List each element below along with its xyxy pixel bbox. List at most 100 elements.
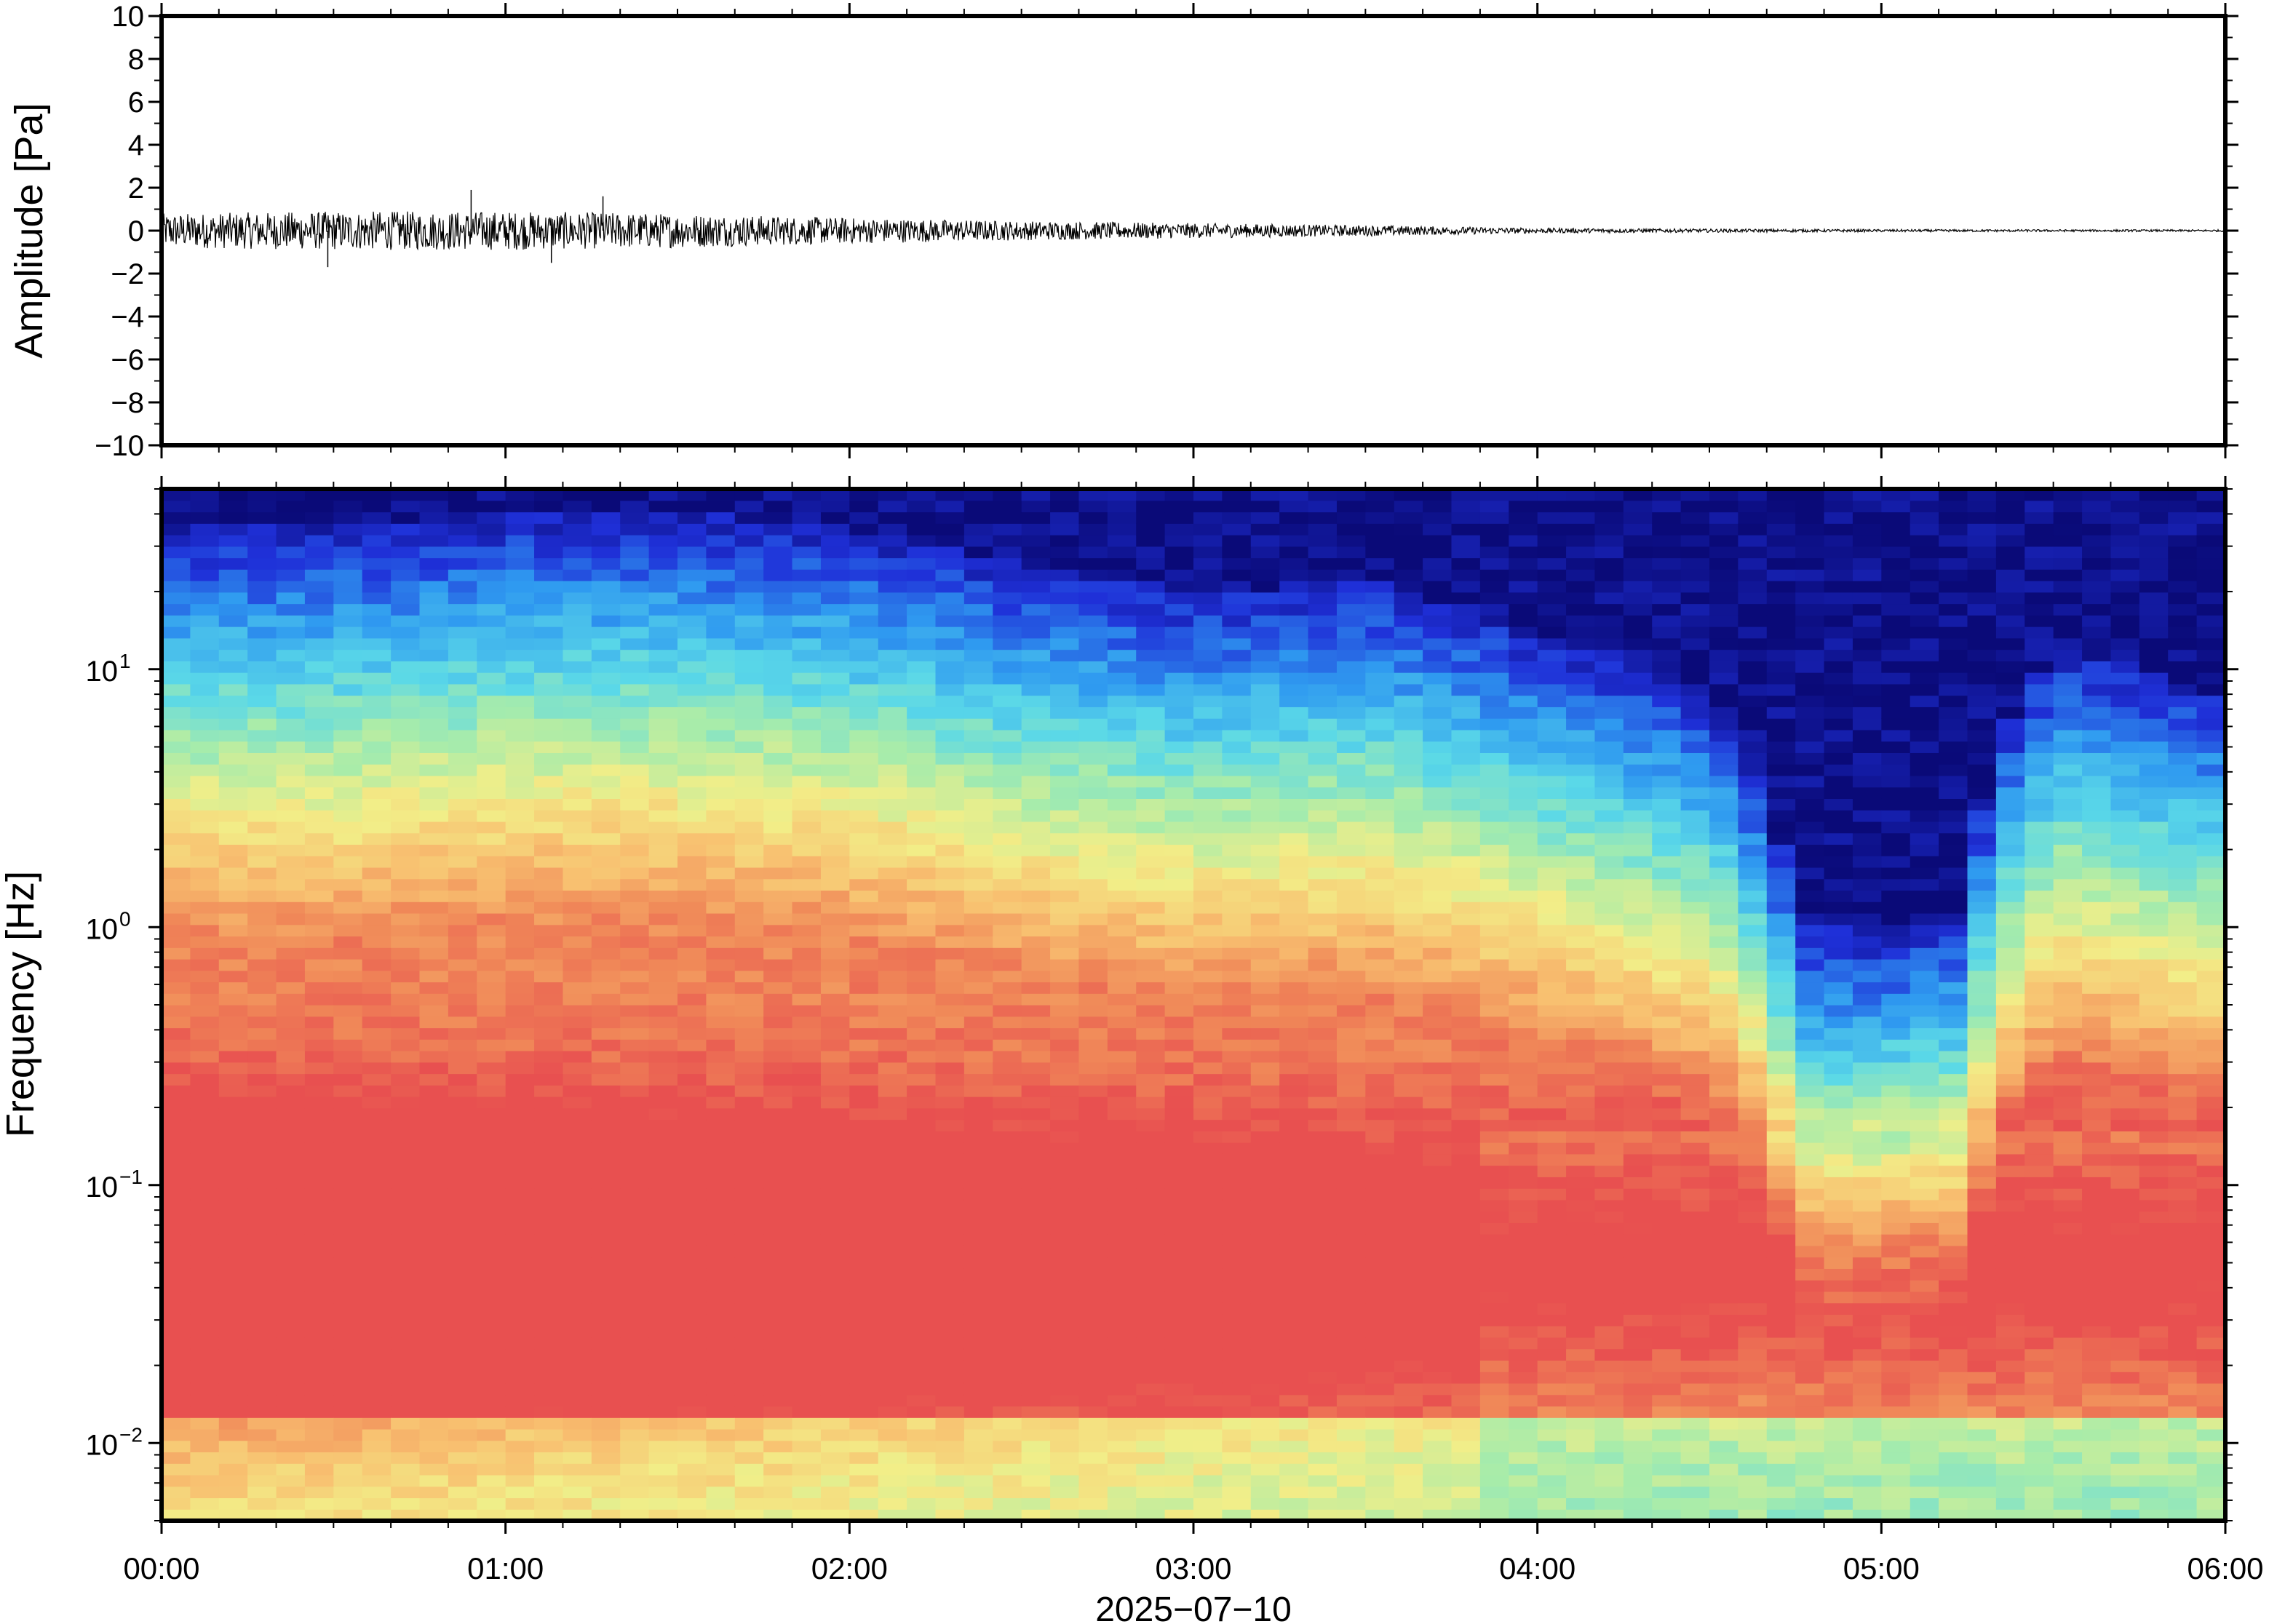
spectrogram-cell xyxy=(1365,741,1395,753)
spectrogram-cell xyxy=(792,1039,822,1051)
spectrogram-cell xyxy=(591,958,621,971)
spectrogram-cell xyxy=(734,764,764,776)
spectrogram-cell xyxy=(1021,489,1051,501)
spectrogram-cell xyxy=(907,661,937,673)
spectrogram-cell xyxy=(419,821,449,834)
spectrogram-cell xyxy=(448,1360,477,1372)
spectrogram-cell xyxy=(1050,958,1080,971)
spectrogram-cell xyxy=(1107,1360,1137,1372)
spectrogram-cell xyxy=(620,535,650,547)
spectrogram-cell xyxy=(563,936,592,948)
spectrogram-cell xyxy=(1164,901,1194,914)
spectrogram-cell xyxy=(1308,1234,1338,1246)
spectrogram-cell xyxy=(1594,683,1624,696)
spectrogram-cell xyxy=(1365,798,1395,811)
spectrogram-cell xyxy=(1021,1406,1051,1418)
spectrogram-cell xyxy=(1222,729,1252,742)
spectrogram-cell xyxy=(563,1497,592,1510)
spectrogram-cell xyxy=(1537,901,1567,914)
spectrogram-cell xyxy=(534,512,564,524)
spectrogram-cell xyxy=(1566,569,1596,581)
spectrogram-cell xyxy=(1652,1119,1682,1131)
spectrogram-cell xyxy=(1279,683,1309,696)
spectrogram-cell xyxy=(1566,1142,1596,1155)
spectrogram-cell xyxy=(1107,1337,1137,1350)
spectrogram-cell xyxy=(591,1509,621,1521)
spectrogram-cell xyxy=(792,489,822,501)
spectrogram-cell xyxy=(1566,1382,1596,1396)
spectrogram-cell xyxy=(419,1199,449,1212)
spectrogram-cell xyxy=(477,1497,506,1510)
spectrogram-cell xyxy=(820,603,850,616)
spectrogram-cell xyxy=(1623,535,1653,547)
spectrogram-cell xyxy=(1394,557,1423,570)
spectrogram-cell xyxy=(190,1234,220,1246)
spectrogram-cell xyxy=(1222,512,1252,524)
spectrogram-cell xyxy=(362,787,392,799)
spectrogram-cell xyxy=(1623,821,1653,834)
spectrogram-cell xyxy=(1594,924,1624,937)
spectrogram-cell xyxy=(1652,844,1682,856)
spectrogram-cell xyxy=(706,1268,736,1281)
spectrogram-cell xyxy=(677,867,707,880)
spectrogram-cell xyxy=(333,1096,363,1109)
spectrogram-cell xyxy=(1050,1257,1080,1269)
spectrogram-cell xyxy=(276,1360,306,1372)
spectrogram-cell xyxy=(1652,1509,1682,1521)
spectrogram-cell xyxy=(820,1497,850,1510)
spectrogram-cell xyxy=(190,1348,220,1361)
spectrogram-cell xyxy=(1652,924,1682,937)
spectrogram-cell xyxy=(1107,615,1137,627)
spectrogram-cell xyxy=(935,1107,965,1121)
spectrogram-cell xyxy=(648,936,678,948)
spectrogram-cell xyxy=(1222,1165,1252,1177)
spectrogram-cell xyxy=(591,1337,621,1350)
spectrogram-cell xyxy=(907,844,937,856)
spectrogram-cell xyxy=(591,1268,621,1281)
spectrogram-cell xyxy=(1193,1199,1223,1212)
spectrogram-cell xyxy=(591,1372,621,1384)
spectrogram-cell xyxy=(1222,844,1252,856)
spectrogram-cell xyxy=(849,878,879,891)
spectrogram-cell xyxy=(1680,1428,1710,1441)
spectrogram-cell xyxy=(907,890,937,902)
spectrogram-cell xyxy=(763,901,793,914)
spectrogram-cell xyxy=(963,1326,993,1338)
spectrogram-cell xyxy=(1107,489,1137,501)
spectrogram-cell xyxy=(1279,1245,1309,1258)
spectrogram-cell xyxy=(362,683,392,696)
spectrogram-cell xyxy=(448,649,477,661)
spectrogram-cell xyxy=(963,489,993,501)
spectrogram-cell xyxy=(963,901,993,914)
spectrogram-cell xyxy=(1652,1326,1682,1338)
spectrogram-cell xyxy=(1451,958,1481,971)
spectrogram-cell xyxy=(1050,546,1080,559)
spectrogram-cell xyxy=(792,535,822,547)
spectrogram-cell xyxy=(1107,500,1137,513)
spectrogram-cell xyxy=(391,1096,421,1109)
spectrogram-cell xyxy=(563,1372,592,1384)
spectrogram-cell xyxy=(1164,592,1194,605)
spectrogram-cell xyxy=(419,1291,449,1304)
spectrogram-cell xyxy=(247,970,277,983)
spectrogram-cell xyxy=(1423,752,1453,765)
spectrogram-cell xyxy=(1365,557,1395,570)
spectrogram-cell xyxy=(1680,1142,1710,1155)
spectrogram-cell xyxy=(935,844,965,856)
spectrogram-cell xyxy=(1279,718,1309,731)
spectrogram-cell xyxy=(1365,1509,1395,1521)
spectrogram-cell xyxy=(218,706,248,719)
spectrogram-cell xyxy=(1021,672,1051,685)
spectrogram-cell xyxy=(1509,890,1538,902)
spectrogram-cell xyxy=(1509,1131,1538,1143)
spectrogram-cell xyxy=(993,1051,1022,1063)
spectrogram-cell xyxy=(907,1302,937,1315)
spectrogram-cell xyxy=(1308,512,1338,524)
spectrogram-cell xyxy=(362,832,392,845)
spectrogram-cell xyxy=(620,718,650,731)
spectrogram-cell xyxy=(677,1291,707,1304)
spectrogram-cell xyxy=(1479,947,1509,960)
spectrogram-cell xyxy=(1652,1417,1682,1430)
spectrogram-cell xyxy=(1394,1119,1423,1131)
spectrogram-cell xyxy=(1652,741,1682,753)
